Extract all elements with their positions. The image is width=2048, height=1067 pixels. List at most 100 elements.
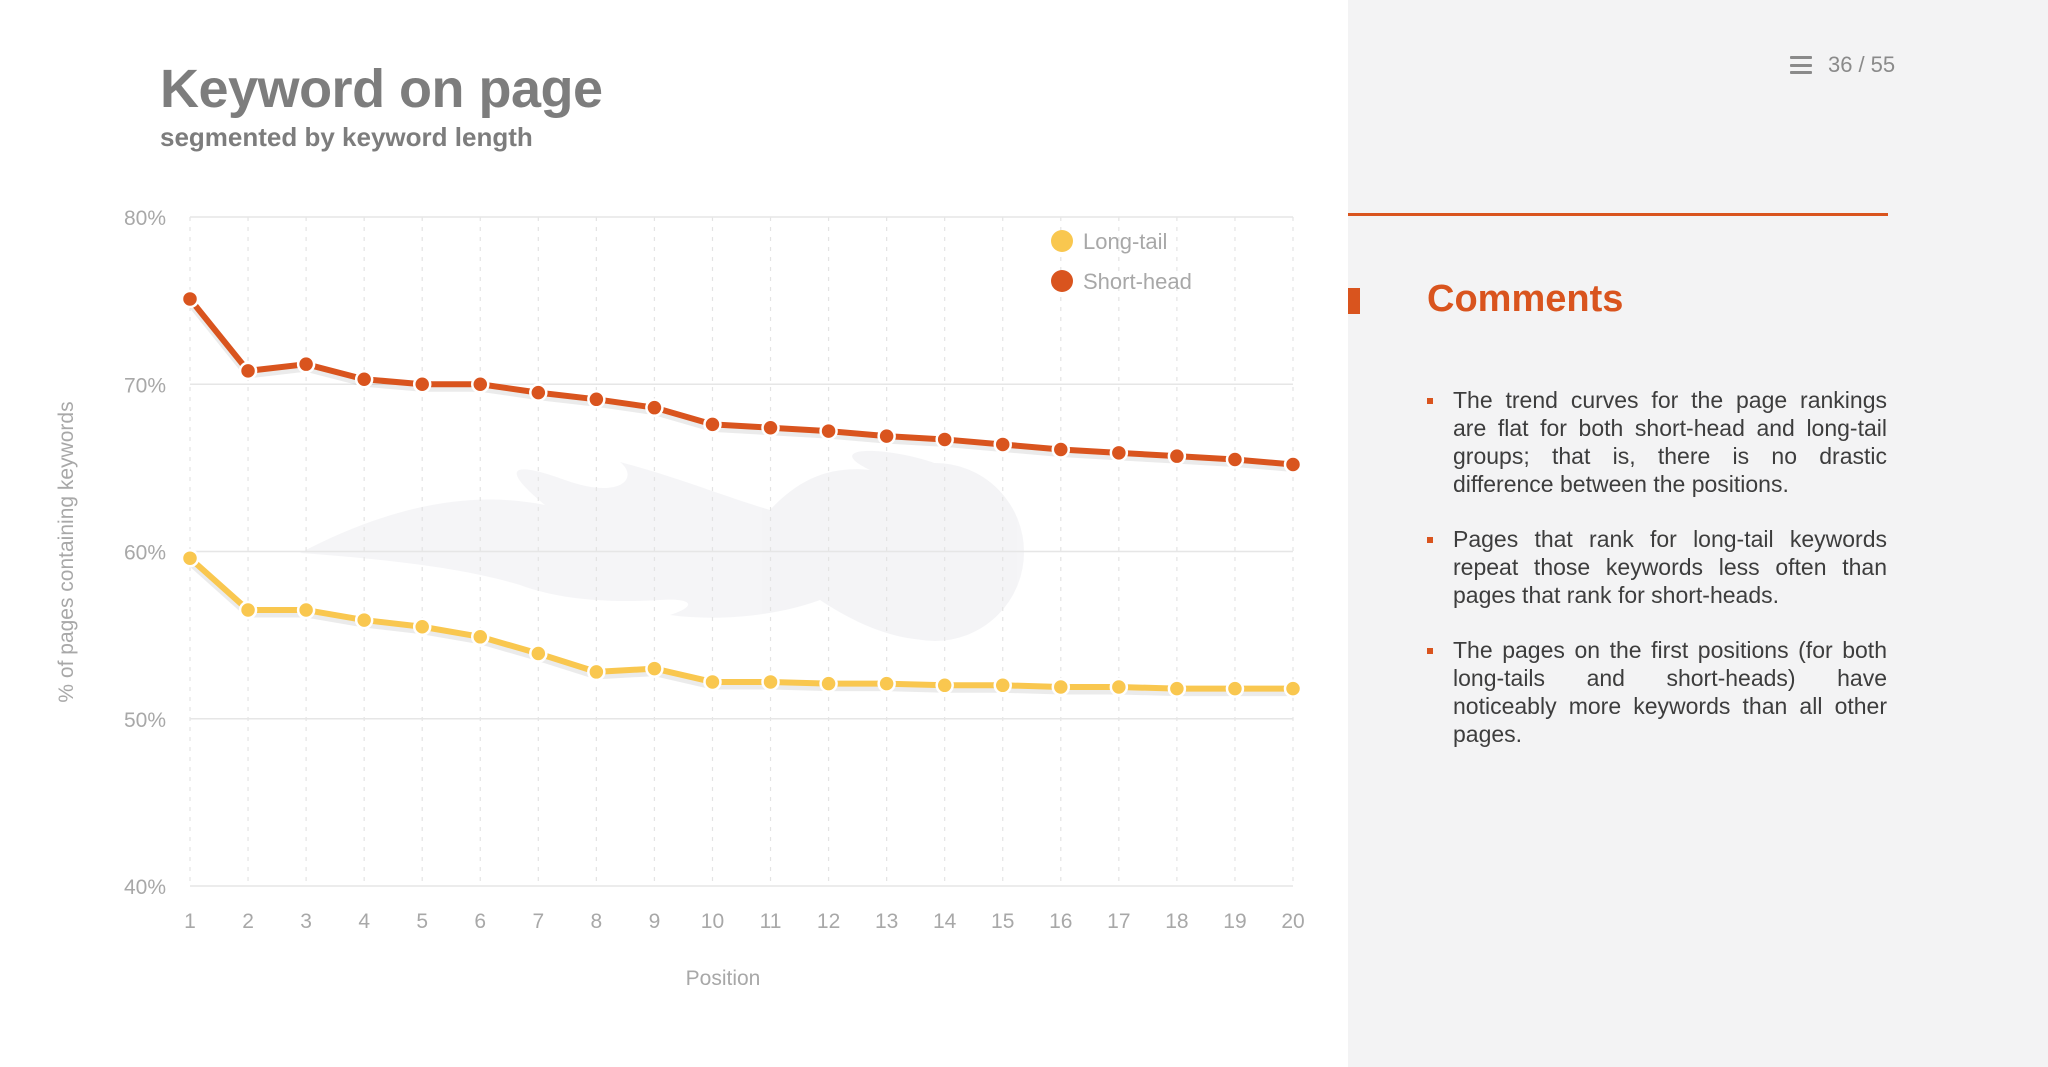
x-tick-label: 18 <box>1165 910 1188 933</box>
short-head-point <box>1225 450 1245 469</box>
y-tick-label: 40% <box>124 876 166 899</box>
x-tick-label: 15 <box>991 910 1014 933</box>
short-head-point <box>935 430 954 449</box>
y-tick-label: 70% <box>124 374 166 397</box>
x-tick-label: 12 <box>817 910 840 933</box>
x-tick-label: 3 <box>300 910 312 933</box>
long-tail-point <box>1167 679 1187 698</box>
long-tail-point <box>935 676 954 695</box>
x-tick-label: 16 <box>1049 910 1072 933</box>
comments-list: The trend curves for the page rankings a… <box>1427 386 1887 775</box>
y-axis-label: % of pages containing keywords <box>55 401 78 702</box>
x-tick-label: 20 <box>1281 910 1304 933</box>
comments-heading: Comments <box>1427 278 1624 320</box>
comments-panel <box>1348 0 2048 1067</box>
bullet-icon <box>1427 537 1433 543</box>
short-head-point <box>354 369 374 389</box>
long-tail-point <box>877 674 896 693</box>
long-tail-point <box>761 672 780 692</box>
long-tail-point <box>703 672 722 692</box>
x-tick-label: 19 <box>1223 910 1246 933</box>
long-tail-point <box>471 627 490 647</box>
x-tick-label: 7 <box>532 910 544 933</box>
x-tick-label: 5 <box>416 910 428 933</box>
long-tail-point <box>819 674 838 693</box>
long-tail-point <box>412 617 432 637</box>
long-tail-point <box>1051 677 1071 697</box>
long-tail-point <box>354 610 374 630</box>
page-counter: 36 / 55 <box>1828 52 1895 78</box>
x-tick-label: 1 <box>184 910 196 933</box>
short-head-point <box>587 390 606 409</box>
bullet-icon <box>1427 398 1433 404</box>
long-tail-point <box>587 662 606 682</box>
line-chart: 40%50%60%70%80%1 2 3 4 5 6 7 8 9 10 11 12 13 14 15 16 17… <box>55 207 1305 990</box>
short-head-point <box>703 415 722 434</box>
x-tick-label: 13 <box>875 910 898 933</box>
page-total: 55 <box>1870 52 1896 77</box>
short-head-line-shadow <box>187 300 1294 473</box>
comment-item: The pages on the first positions (for bo… <box>1427 636 1887 748</box>
long-tail-point <box>529 644 548 663</box>
short-head-point <box>993 435 1012 454</box>
slide-content-panel <box>0 0 1348 1067</box>
x-tick-label: 6 <box>474 910 486 933</box>
long-tail-point <box>180 548 200 568</box>
x-tick-label: 11 <box>760 910 782 933</box>
short-head-point <box>1283 455 1303 474</box>
long-tail-line <box>187 555 1296 692</box>
short-head-point <box>238 361 258 381</box>
bullet-icon <box>1427 648 1433 654</box>
legend-label: Long-tail <box>1083 229 1167 254</box>
short-head-point <box>471 375 490 394</box>
long-tail-point <box>1225 679 1245 698</box>
long-tail-point <box>645 659 664 678</box>
y-tick-label: 80% <box>124 207 166 230</box>
short-head-point <box>180 289 200 309</box>
page-separator: / <box>1858 52 1865 77</box>
short-head-point <box>1167 446 1187 466</box>
long-tail-point <box>238 600 258 620</box>
x-tick-label: 17 <box>1107 910 1130 933</box>
legend-marker <box>1051 230 1073 252</box>
long-tail-point <box>296 600 316 620</box>
comment-item: The trend curves for the page rankings a… <box>1427 386 1887 498</box>
short-head-point <box>877 426 896 446</box>
x-tick-label: 2 <box>242 910 254 933</box>
legend-label: Short-head <box>1083 269 1192 294</box>
x-tick-label: 14 <box>933 910 957 933</box>
long-tail-point <box>993 676 1012 695</box>
comment-text: The trend curves for the page rankings a… <box>1453 387 1887 497</box>
short-head-point <box>296 354 316 374</box>
page-current: 36 <box>1828 52 1853 77</box>
short-head-point <box>645 398 664 417</box>
long-tail-point <box>1283 679 1303 698</box>
y-tick-label: 50% <box>124 709 166 732</box>
x-tick-label: 4 <box>358 910 370 933</box>
short-head-point <box>412 375 432 394</box>
y-tick-label: 60% <box>124 542 166 565</box>
x-tick-label: 10 <box>701 910 724 933</box>
short-head-point <box>529 383 548 402</box>
slide-subtitle: segmented by keyword length <box>160 122 533 152</box>
x-tick-label: 8 <box>591 910 603 933</box>
x-axis-label: Position <box>686 967 761 990</box>
comment-item: Pages that rank for long-tail keywords r… <box>1427 525 1887 609</box>
hamburger-menu-icon[interactable] <box>1790 56 1812 74</box>
short-head-point <box>1109 443 1129 463</box>
slide-title: Keyword on page <box>160 59 603 119</box>
short-head-point <box>819 421 838 441</box>
comment-text: Pages that rank for long-tail keywords r… <box>1453 526 1887 608</box>
slide-pager: 36 / 55 <box>1790 52 1895 78</box>
long-tail-point <box>1109 677 1129 697</box>
x-tick-label: 9 <box>649 910 661 933</box>
accent-divider <box>1348 213 1888 216</box>
comment-text: The pages on the first positions (for bo… <box>1453 637 1887 747</box>
section-marker <box>1348 288 1360 314</box>
short-head-line <box>187 295 1296 468</box>
short-head-point <box>1051 440 1071 459</box>
legend-marker <box>1051 270 1073 292</box>
long-tail-line-shadow <box>187 559 1293 697</box>
short-head-point <box>761 418 780 437</box>
watermark-logo <box>300 450 1024 641</box>
